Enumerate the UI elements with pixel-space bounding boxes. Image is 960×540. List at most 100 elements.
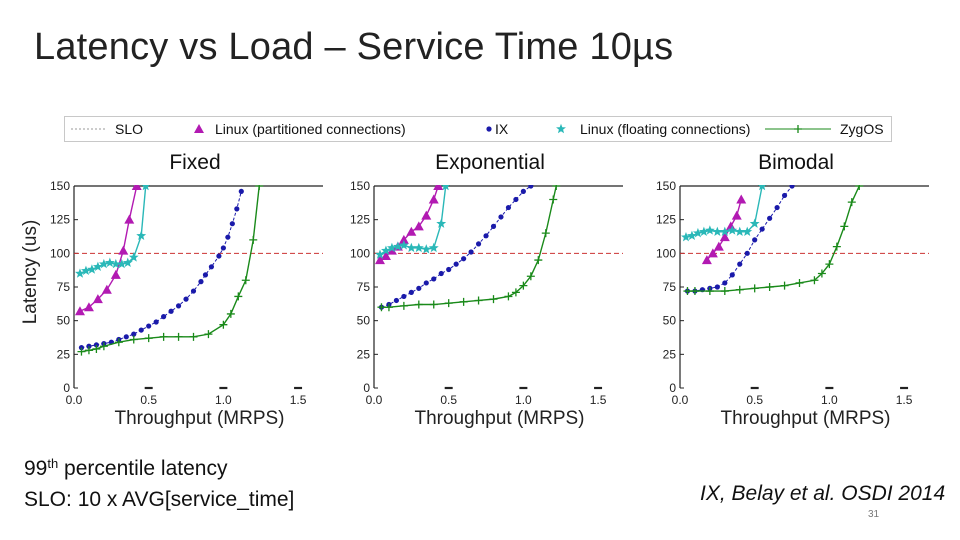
x-tick-label: 0.0 <box>66 393 83 407</box>
data-point <box>242 276 250 284</box>
data-point <box>705 225 715 234</box>
legend-label: Linux (partitioned connections) <box>215 121 406 137</box>
data-point <box>431 276 436 281</box>
y-tick-label: 100 <box>656 246 676 260</box>
y-tick-label: 75 <box>663 280 677 294</box>
data-point <box>176 303 181 308</box>
data-point <box>400 302 408 310</box>
data-point <box>714 242 724 251</box>
percentile-note-line1: 99th percentile latency <box>24 448 294 484</box>
data-point <box>209 264 214 269</box>
y-tick-label: 150 <box>50 179 70 193</box>
plot-fixed-svg: 02550751001251500.0 0.5 1.0 1.5Throughput (… <box>38 176 338 431</box>
series-linux-partitioned-connections <box>75 181 142 315</box>
data-point <box>429 194 439 203</box>
data-point <box>521 189 526 194</box>
x-tick-label: 1.0 <box>215 393 232 407</box>
data-point <box>168 309 173 314</box>
y-tick-label: 125 <box>350 213 370 227</box>
data-point <box>234 206 239 211</box>
y-tick-label: 150 <box>350 179 370 193</box>
data-point <box>85 346 93 354</box>
data-point <box>102 285 112 294</box>
slo-note: SLO: 10 x AVG[service_time] <box>24 484 294 515</box>
x-axis-label: Throughput (MRPS) <box>720 408 890 429</box>
series-linux-floating-connections <box>375 181 451 259</box>
data-point <box>691 287 699 295</box>
data-point <box>203 272 208 277</box>
legend-label: ZygOS <box>840 121 884 137</box>
legend-item-ix: IX <box>486 121 508 137</box>
data-point <box>446 267 451 272</box>
y-tick-label: 125 <box>50 213 70 227</box>
legend-graphic: SLO Linux (partitioned connections) IX Linu… <box>65 117 891 141</box>
data-point <box>721 287 729 295</box>
data-point <box>549 195 557 203</box>
data-point <box>377 303 385 311</box>
data-point <box>715 284 720 289</box>
slide-title: Latency vs Load – Service Time 10µs <box>34 26 673 69</box>
data-point <box>781 282 789 290</box>
series-line <box>81 191 241 347</box>
data-point <box>833 243 841 251</box>
data-point <box>190 333 198 341</box>
data-point <box>737 262 742 267</box>
panel-title-bimodal: Bimodal <box>736 151 856 175</box>
data-point <box>421 211 431 220</box>
data-point <box>506 205 511 210</box>
data-point <box>124 334 129 339</box>
data-point <box>476 241 481 246</box>
x-tick-label: 1.0 <box>821 393 838 407</box>
note-superscript: th <box>47 456 58 471</box>
data-point <box>216 253 221 258</box>
data-point <box>394 298 399 303</box>
legend-swatch-triangle <box>194 124 204 133</box>
data-point <box>191 288 196 293</box>
data-point <box>745 251 750 256</box>
y-tick-label: 75 <box>357 280 371 294</box>
x-tick-label: 0.5 <box>746 393 763 407</box>
data-point <box>732 211 742 220</box>
chart-exponential: 0 25 50 75 100 125 150 0.0 0.5 1.0 1.5 Throughput (… <box>338 176 638 431</box>
legend-item-linux-partitioned-connections: Linux (partitioned connections) <box>194 121 406 137</box>
y-tick-label: 125 <box>656 213 676 227</box>
y-tick-label: 25 <box>663 347 677 361</box>
data-point <box>491 224 496 229</box>
data-point <box>421 244 431 253</box>
data-point <box>219 321 227 329</box>
data-point <box>145 334 153 342</box>
plot-exponential-svg: 0 25 50 75 100 125 150 0.0 0.5 1.0 1.5 Throughput (… <box>338 176 638 431</box>
legend-item-slo: SLO <box>71 121 143 137</box>
y-tick-label: 50 <box>663 314 677 328</box>
data-point <box>436 219 446 228</box>
data-point <box>855 182 863 190</box>
legend-swatch-star <box>556 124 566 133</box>
x-tick-label: 0.0 <box>672 393 689 407</box>
data-point <box>401 294 406 299</box>
y-tick-label: 50 <box>57 314 71 328</box>
data-point <box>504 292 512 300</box>
data-point <box>454 262 459 267</box>
y-axis-label: Latency (us) <box>2 180 42 360</box>
data-point <box>789 183 794 188</box>
data-point <box>183 297 188 302</box>
x-tick-label: 1.0 <box>515 393 532 407</box>
data-point <box>542 229 550 237</box>
data-point <box>409 290 414 295</box>
data-point <box>848 198 856 206</box>
legend-item-zygos: ZygOS <box>765 121 884 137</box>
data-point <box>429 243 439 252</box>
data-point <box>736 286 744 294</box>
panel-title-fixed: Fixed <box>145 151 245 175</box>
data-point <box>752 237 757 242</box>
y-tick-label: 100 <box>50 246 70 260</box>
citation: IX, Belay et al. OSDI 2014 <box>700 482 945 506</box>
data-point <box>227 310 235 318</box>
data-point <box>460 298 468 306</box>
data-point <box>204 330 212 338</box>
note-number: 99 <box>24 457 47 480</box>
y-tick-label: 50 <box>357 314 371 328</box>
data-point <box>483 233 488 238</box>
x-tick-label: 1.5 <box>896 393 913 407</box>
data-point <box>796 279 804 287</box>
